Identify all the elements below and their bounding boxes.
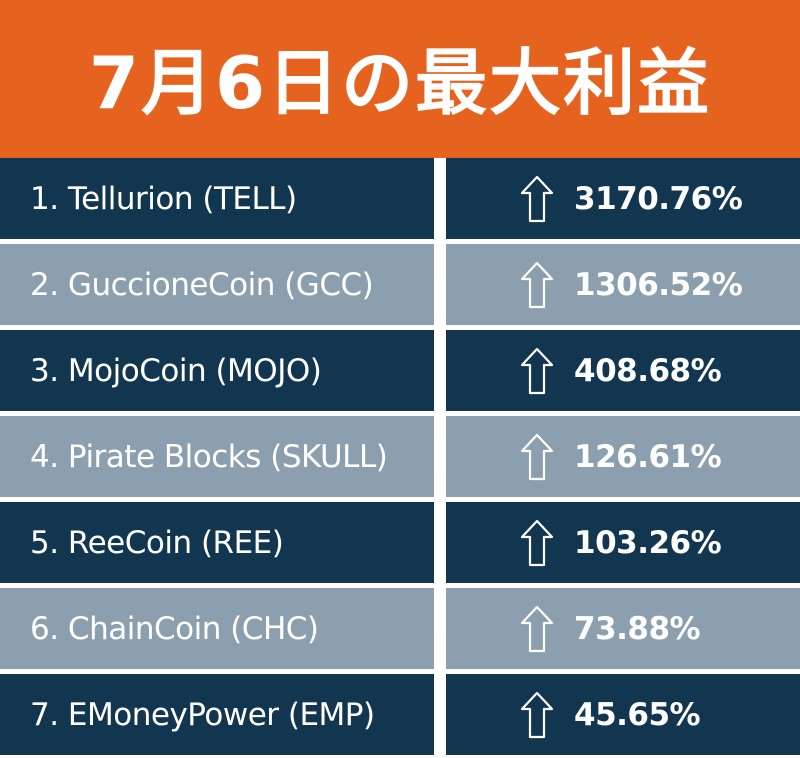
gain-percent: 73.88% bbox=[574, 610, 701, 647]
gain-percent: 1306.52% bbox=[574, 266, 743, 303]
table-row: 7. EMoneyPower (EMP) 45.65% bbox=[0, 674, 800, 755]
gain-percent: 45.65% bbox=[574, 696, 701, 733]
up-arrow-icon bbox=[520, 605, 554, 653]
gain-cell: 408.68% bbox=[446, 330, 800, 411]
coin-name-cell: 1. Tellurion (TELL) bbox=[0, 158, 434, 239]
gains-table: 1. Tellurion (TELL) 3170.76% 2. Guccione… bbox=[0, 158, 800, 758]
gain-cell: 1306.52% bbox=[446, 244, 800, 325]
coin-name-cell: 5. ReeCoin (REE) bbox=[0, 502, 434, 583]
coin-name: 5. ReeCoin (REE) bbox=[30, 524, 284, 561]
up-arrow-icon bbox=[520, 433, 554, 481]
coin-name-cell: 2. GuccioneCoin (GCC) bbox=[0, 244, 434, 325]
table-row: 3. MojoCoin (MOJO) 408.68% bbox=[0, 330, 800, 411]
gain-cell: 126.61% bbox=[446, 416, 800, 497]
coin-name: 7. EMoneyPower (EMP) bbox=[30, 696, 375, 733]
coin-name: 3. MojoCoin (MOJO) bbox=[30, 352, 322, 389]
table-row: 5. ReeCoin (REE) 103.26% bbox=[0, 502, 800, 583]
table-row: 6. ChainCoin (CHC) 73.88% bbox=[0, 588, 800, 669]
up-arrow-icon bbox=[520, 261, 554, 309]
gain-cell: 3170.76% bbox=[446, 158, 800, 239]
coin-name-cell: 4. Pirate Blocks (SKULL) bbox=[0, 416, 434, 497]
coin-name-cell: 3. MojoCoin (MOJO) bbox=[0, 330, 434, 411]
table-row: 4. Pirate Blocks (SKULL) 126.61% bbox=[0, 416, 800, 497]
page-title: 7月6日の最大利益 bbox=[88, 40, 712, 125]
gain-percent: 103.26% bbox=[574, 524, 722, 561]
up-arrow-icon bbox=[520, 347, 554, 395]
gain-cell: 45.65% bbox=[446, 674, 800, 755]
coin-name: 6. ChainCoin (CHC) bbox=[30, 610, 319, 647]
coin-name-cell: 6. ChainCoin (CHC) bbox=[0, 588, 434, 669]
up-arrow-icon bbox=[520, 519, 554, 567]
gain-percent: 3170.76% bbox=[574, 180, 743, 217]
gain-cell: 73.88% bbox=[446, 588, 800, 669]
up-arrow-icon bbox=[520, 175, 554, 223]
header-banner: 7月6日の最大利益 bbox=[0, 0, 800, 158]
gain-cell: 103.26% bbox=[446, 502, 800, 583]
coin-name-cell: 7. EMoneyPower (EMP) bbox=[0, 674, 434, 755]
up-arrow-icon bbox=[520, 691, 554, 739]
coin-name: 4. Pirate Blocks (SKULL) bbox=[30, 438, 388, 475]
coin-name: 2. GuccioneCoin (GCC) bbox=[30, 266, 374, 303]
gain-percent: 126.61% bbox=[574, 438, 722, 475]
gain-percent: 408.68% bbox=[574, 352, 722, 389]
table-row: 1. Tellurion (TELL) 3170.76% bbox=[0, 158, 800, 239]
coin-name: 1. Tellurion (TELL) bbox=[30, 180, 297, 217]
table-row: 2. GuccioneCoin (GCC) 1306.52% bbox=[0, 244, 800, 325]
